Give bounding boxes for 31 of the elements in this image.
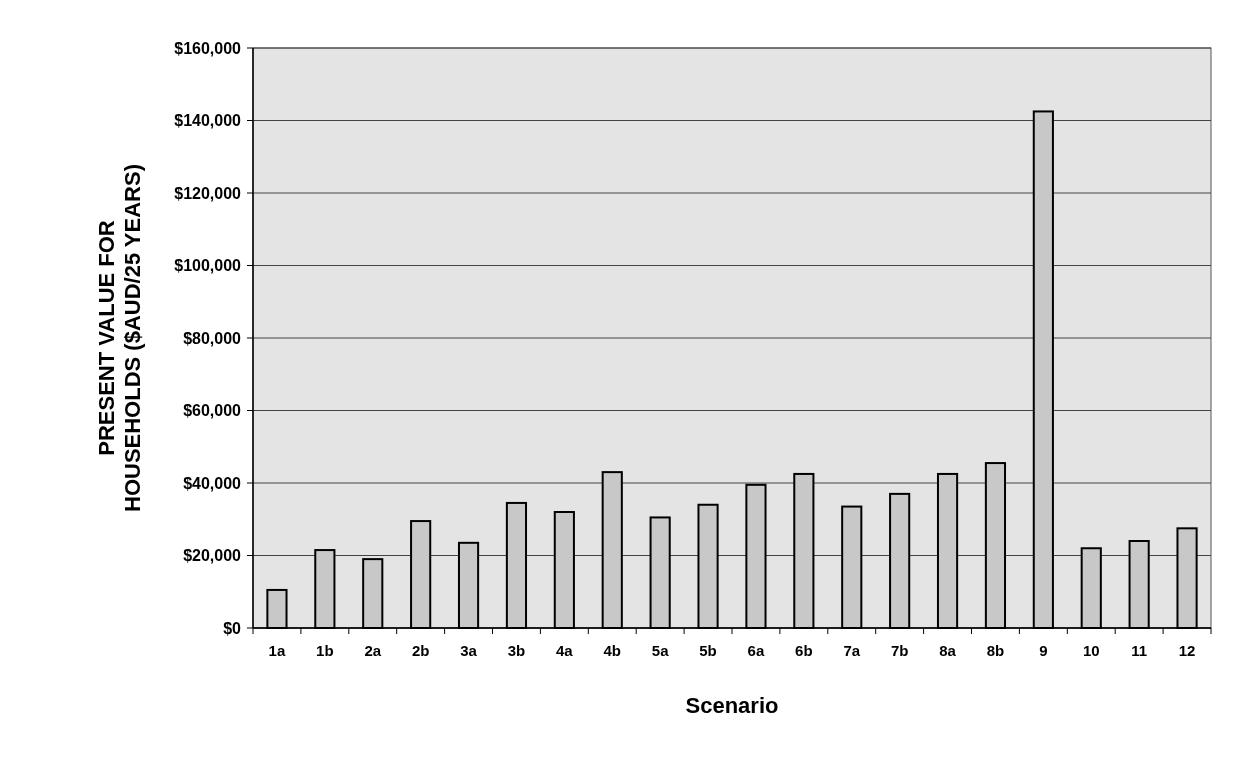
x-tick-label: 1a <box>268 642 286 659</box>
y-tick-label: $0 <box>223 619 242 637</box>
y-tick-label: $120,000 <box>174 184 242 202</box>
x-tick-label: 6a <box>747 642 765 659</box>
x-tick-label: 4a <box>556 642 574 659</box>
y-tick-label: $60,000 <box>183 402 242 420</box>
y-tick-label: $160,000 <box>174 39 242 57</box>
x-tick-label: 5a <box>651 642 670 659</box>
x-tick-label: 10 <box>1082 642 1100 659</box>
x-tick-label: 7a <box>843 642 861 659</box>
x-tick-label: 2b <box>411 642 430 659</box>
x-tick-label: 9 <box>1039 642 1048 659</box>
y-axis-title: PRESENT VALUE FOR HOUSEHOLDS ($AUD/25 YEARS) <box>93 164 145 512</box>
x-tick-label: 12 <box>1178 642 1196 659</box>
x-tick-label: 11 <box>1131 642 1148 659</box>
x-tick-label: 6b <box>795 642 813 659</box>
y-tick-label: $140,000 <box>174 112 242 130</box>
y-tick-label: $40,000 <box>183 474 242 492</box>
x-tick-label: 2a <box>364 642 382 659</box>
x-tick-label: 7b <box>890 642 909 659</box>
x-tick-label: 4b <box>603 642 622 659</box>
y-tick-label: $20,000 <box>183 547 242 565</box>
x-axis-title: Scenario <box>685 693 779 718</box>
x-tick-label: 3a <box>460 642 478 659</box>
x-tick-label: 5b <box>699 642 717 659</box>
x-tick-label: 3b <box>507 642 526 659</box>
x-tick-label: 8b <box>986 642 1005 659</box>
y-tick-label: $100,000 <box>174 257 242 275</box>
y-tick-label: $80,000 <box>183 329 242 347</box>
x-tick-label: 8a <box>939 642 957 659</box>
x-tick-label: 1b <box>316 642 334 659</box>
